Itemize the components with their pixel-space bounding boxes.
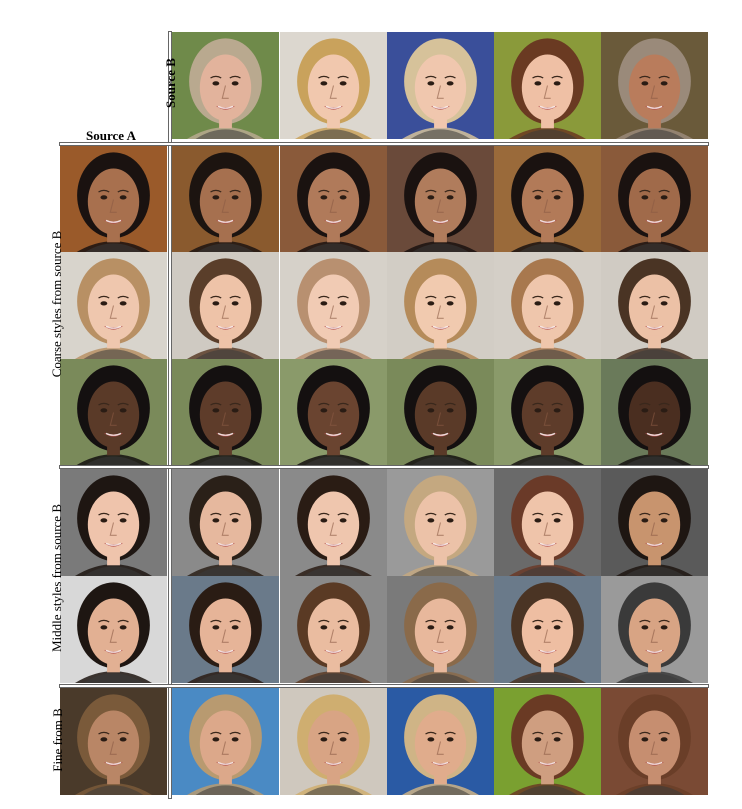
face-man-smiling-dark-image bbox=[601, 359, 708, 466]
face-boy-dark-image bbox=[387, 359, 494, 466]
face-young-woman-image bbox=[280, 469, 387, 576]
face-woman-long-hair-image bbox=[60, 688, 167, 795]
face-curly-hair-woman-image bbox=[60, 146, 167, 253]
face-woman-glasses-image bbox=[60, 359, 167, 466]
face-woman-curly-dark-image bbox=[601, 469, 708, 576]
face-man-glasses-image bbox=[172, 252, 279, 359]
face-blond-boy-image bbox=[387, 32, 494, 139]
face-blonde-woman-image bbox=[280, 32, 387, 139]
coarse-styles-label: Coarse styles from source B bbox=[49, 230, 64, 378]
fine-styles-label: Fine from B bbox=[50, 708, 65, 772]
face-woman-dark-hair-image bbox=[280, 146, 387, 253]
source-b-label: Source B bbox=[163, 58, 178, 108]
face-woman-long-dark-hair-image bbox=[280, 359, 387, 466]
face-man-glasses-beard-image bbox=[172, 146, 279, 253]
face-girl-dark-hair-image bbox=[387, 146, 494, 253]
face-young-man-glasses-image bbox=[280, 576, 387, 683]
middle-styles-label: Middle styles from source B bbox=[49, 503, 64, 653]
face-toddler-boy-image bbox=[387, 252, 494, 359]
face-blonde-woman-smiling-image bbox=[60, 252, 167, 359]
face-woman-fine-4-image bbox=[494, 688, 601, 795]
row-divider-coarse-middle bbox=[60, 466, 708, 468]
face-older-man-glasses-image bbox=[601, 576, 708, 683]
face-woman-fine-2-image bbox=[280, 688, 387, 795]
face-man-smiling-glasses-image bbox=[494, 576, 601, 683]
face-woman-fine-5-image bbox=[601, 688, 708, 795]
face-bald-older-man-image bbox=[601, 32, 708, 139]
face-woman-smiling-dark-image bbox=[494, 359, 601, 466]
face-woman-updo-image bbox=[172, 469, 279, 576]
face-man-glasses-dark-image bbox=[172, 359, 279, 466]
face-bald-man-sunglasses-image bbox=[172, 32, 279, 139]
face-man-short-hair-image bbox=[601, 252, 708, 359]
row-divider-top bbox=[60, 143, 708, 145]
face-man-beard-image bbox=[601, 146, 708, 253]
face-woman-bangs-image bbox=[494, 146, 601, 253]
face-woman-fine-3-image bbox=[387, 688, 494, 795]
face-man-thin-glasses-image bbox=[387, 576, 494, 683]
face-asian-woman-image bbox=[60, 469, 167, 576]
face-man-curly-glasses-image bbox=[60, 576, 167, 683]
face-woman-fine-1-image bbox=[172, 688, 279, 795]
column-divider bbox=[169, 32, 171, 798]
face-man-glasses-2-image bbox=[172, 576, 279, 683]
face-brunette-woman-image bbox=[494, 32, 601, 139]
face-woman-brown-hair-image bbox=[494, 469, 601, 576]
face-woman-smiling-bangs-image bbox=[494, 252, 601, 359]
source-a-label: Source A bbox=[86, 128, 136, 143]
row-divider-middle-fine bbox=[60, 685, 708, 687]
face-woman-light-hair-2-image bbox=[387, 469, 494, 576]
face-woman-light-hair-image bbox=[280, 252, 387, 359]
